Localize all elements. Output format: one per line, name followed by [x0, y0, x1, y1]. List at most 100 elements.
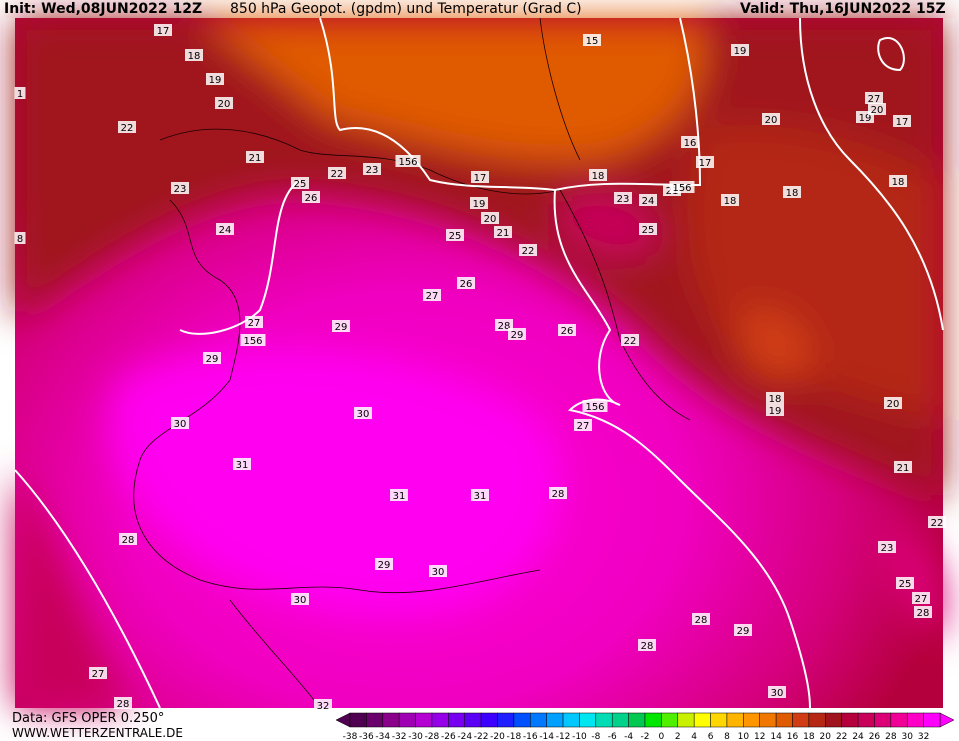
contour-label: 30	[432, 567, 445, 578]
contour-label: 25	[899, 579, 912, 590]
colorbar-swatch	[595, 712, 613, 728]
colorbar-swatch	[431, 712, 449, 728]
colorbar-swatch	[775, 712, 793, 728]
label-box	[332, 320, 350, 332]
contour-label: 24	[219, 225, 232, 236]
contour-label: 22	[331, 169, 344, 180]
label-box	[731, 44, 749, 56]
colorbar-swatch	[857, 712, 875, 728]
contour-label: 21	[497, 228, 510, 239]
colorbar-label: -38	[343, 732, 358, 741]
colorbar-swatch	[349, 712, 367, 728]
label-box	[494, 226, 512, 238]
contour-label: 22	[624, 336, 637, 347]
label-box	[206, 73, 224, 85]
colorbar-label: -16	[523, 732, 538, 741]
label-box	[291, 593, 309, 605]
coastlines	[133, 17, 691, 709]
contour-label: 30	[357, 409, 370, 420]
contour-label: 18	[786, 188, 799, 199]
colorbar-label: 28	[885, 732, 897, 741]
contour-label: 29	[511, 330, 524, 341]
label-box	[185, 49, 203, 61]
colorbar-swatch	[513, 712, 531, 728]
label-box	[114, 697, 132, 709]
label-box	[889, 175, 907, 187]
label-box	[914, 606, 932, 618]
contour-label: 17	[896, 117, 909, 128]
contour-label: 21	[897, 463, 910, 474]
colorbar-label: 16	[787, 732, 799, 741]
contour-label: 27	[915, 594, 928, 605]
colorbar-label: 12	[754, 732, 765, 741]
label-box	[246, 151, 264, 163]
label-box	[558, 324, 576, 336]
contour-label: 25	[294, 179, 307, 190]
label-box	[14, 87, 26, 99]
contour-label: 29	[335, 322, 348, 333]
colorbar-label: -14	[539, 732, 554, 741]
colorbar-label: 22	[836, 732, 847, 741]
colorbar-swatch	[677, 712, 695, 728]
contour-label: 30	[174, 419, 187, 430]
colorbar-swatch	[480, 712, 498, 728]
contour-label: 156	[672, 183, 691, 194]
colorbar-label: -8	[591, 732, 600, 741]
colorbar-label: -20	[490, 732, 505, 741]
label-box	[118, 121, 136, 133]
colorbar-swatch	[693, 712, 711, 728]
colorbar-swatch	[530, 712, 547, 728]
colorbar-label: 4	[691, 732, 697, 741]
contour-label: 19	[209, 75, 222, 86]
contour-label: 28	[498, 321, 511, 332]
contour-label: 25	[642, 225, 655, 236]
contour-label: 17	[157, 26, 170, 37]
contour-label: 22	[522, 246, 535, 257]
label-box	[423, 289, 441, 301]
label-box	[171, 182, 189, 194]
colorbar-swatch	[611, 712, 629, 728]
colorbar-label: -22	[474, 732, 489, 741]
contour-label: 156	[585, 402, 604, 413]
colorbar-swatch	[546, 712, 564, 728]
label-box	[215, 97, 233, 109]
contour-label: 17	[699, 158, 712, 169]
label-box	[621, 334, 639, 346]
contour-label: 20	[218, 99, 231, 110]
colorbar-label: -28	[425, 732, 440, 741]
contour-label: 20	[887, 399, 900, 410]
contour-label: 28	[695, 615, 708, 626]
contour-label: 18	[724, 196, 737, 207]
label-box	[721, 194, 739, 206]
label-box	[471, 171, 489, 183]
colorbar-arrow-left	[335, 712, 351, 728]
colorbar-swatch	[874, 712, 892, 728]
contour-label: 23	[174, 184, 187, 195]
colorbar-label: 8	[724, 732, 730, 741]
contour-label: 24	[642, 196, 655, 207]
contour-label: 16	[684, 138, 697, 149]
color-bar: -38 -36 -34 -32 -30 -28 -26 -24 -22 -20 -18 -16 -14-…	[335, 712, 955, 741]
label-box	[734, 624, 752, 636]
colorbar-label: -24	[457, 732, 472, 741]
contour-label: 15	[586, 36, 599, 47]
label-box	[154, 24, 172, 36]
contour-label: 29	[206, 354, 219, 365]
contour-label: 27	[92, 669, 105, 680]
colorbar-swatch	[726, 712, 744, 728]
label-box	[314, 699, 332, 711]
colorbar-label: -4	[624, 732, 633, 741]
label-box	[375, 558, 393, 570]
colorbar-label: 6	[708, 732, 714, 741]
colorbar-swatch	[808, 712, 826, 728]
colorbar-swatch	[562, 712, 580, 728]
colorbar-label: 26	[869, 732, 881, 741]
label-box	[912, 592, 930, 604]
colorbar-swatch	[841, 712, 859, 728]
label-box	[894, 461, 912, 473]
colorbar-label: 18	[803, 732, 815, 741]
colorbar-swatch	[497, 712, 515, 728]
